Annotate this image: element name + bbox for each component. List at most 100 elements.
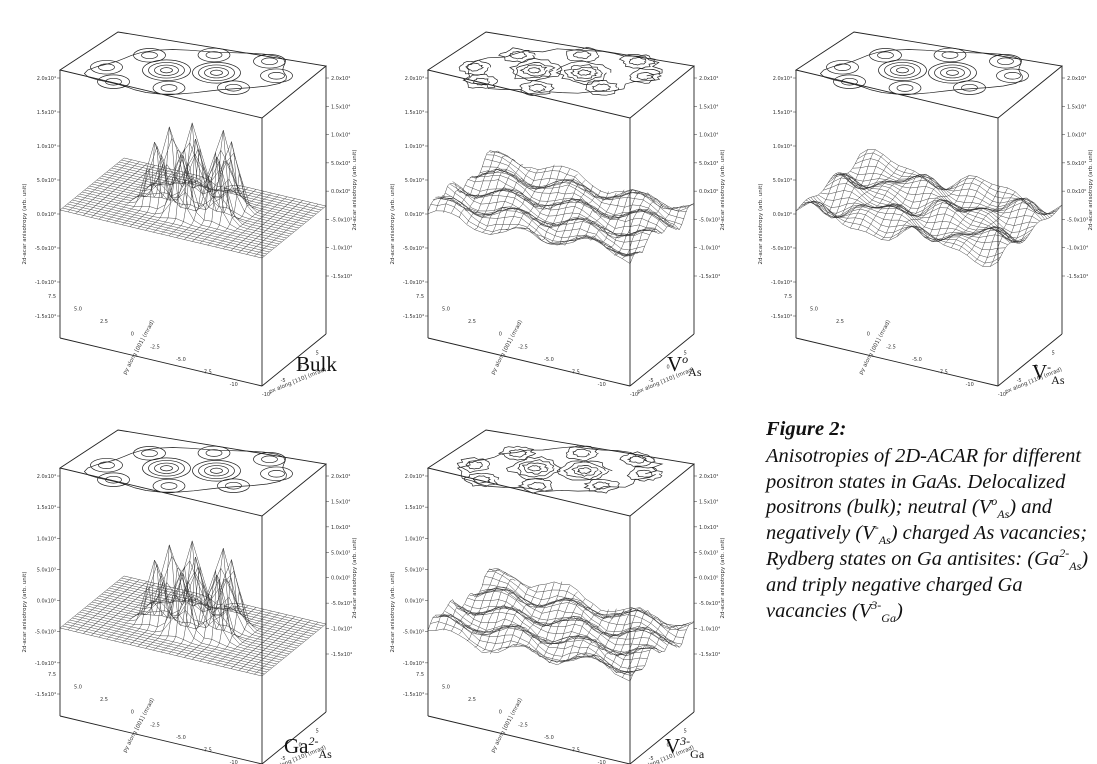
z-tick-left: -1.5x10⁴: [771, 314, 792, 320]
z-tick-right: -1.5x10⁴: [1067, 274, 1088, 280]
contour-map: [819, 47, 1029, 96]
surface-plot: 2.0x10⁴ 1.5x10⁴ 1.0x10⁴ 5.0x10³ 0.0x10⁰ -5.0x…: [758, 31, 1094, 398]
z-tick-left: 1.0x10⁴: [37, 144, 56, 150]
z-tick-left: -5.0x10³: [403, 630, 424, 636]
y-tick: -5.0: [544, 357, 554, 363]
z-tick-right: 1.5x10⁴: [699, 499, 718, 505]
z-tick-right: 0.0x10⁰: [699, 576, 718, 582]
box-frame: [426, 31, 696, 387]
z-tick-left: 1.0x10⁴: [405, 144, 424, 150]
y-tick: 0: [499, 332, 502, 338]
z-tick-right: 5.0x10³: [699, 550, 718, 556]
y-tick: 5.0: [442, 685, 450, 691]
z-tick-left: 2.0x10⁴: [405, 76, 424, 82]
z-tick-right: -1.5x10⁴: [699, 652, 720, 658]
plot-panel-ga2-as: 2.0x10⁴ 1.5x10⁴ 1.0x10⁴ 5.0x10³ 0.0x10⁰ -5.0x…: [0, 398, 370, 764]
z-tick-left: 5.0x10³: [773, 178, 792, 184]
z-tick-left: 5.0x10³: [37, 567, 56, 573]
z-tick-right: 1.5x10⁴: [331, 104, 350, 110]
z-tick-right: 1.0x10⁴: [699, 133, 718, 139]
x-tick: 0: [299, 742, 302, 748]
panel-label-bulk: Bulk: [296, 352, 337, 376]
z-tick-right: -5.0x10³: [1067, 217, 1088, 223]
y-tick: 7.5: [416, 672, 424, 678]
x-tick: 5: [684, 728, 687, 734]
x-tick: -5: [649, 378, 654, 384]
panel-label-v0-as: VoAs: [667, 352, 702, 380]
z-tick-left: 1.5x10⁴: [37, 110, 56, 116]
z-tick-right: 1.0x10⁴: [1067, 133, 1086, 139]
plot-panel-vminus-as: 2.0x10⁴ 1.5x10⁴ 1.0x10⁴ 5.0x10³ 0.0x10⁰ -5.0x…: [736, 0, 1097, 400]
z-tick-left: 1.0x10⁴: [773, 144, 792, 150]
contour-map: [458, 46, 663, 96]
y-tick: -5.0: [176, 357, 186, 363]
y-tick: -10: [598, 382, 606, 388]
y-tick: 7.5: [48, 294, 56, 300]
z-tick-left: 0.0x10⁰: [405, 599, 424, 605]
z-tick-left: 2.0x10⁴: [37, 474, 56, 480]
z-tick-left: -1.5x10⁴: [403, 314, 424, 320]
y-tick: -2.5: [886, 344, 896, 350]
z-tick-right: 0.0x10⁰: [331, 189, 350, 195]
axis-ticks: 2.0x10⁴ 1.5x10⁴ 1.0x10⁴ 5.0x10³ 0.0x10⁰ -5.0x…: [390, 474, 726, 764]
y-tick: 0: [499, 710, 502, 716]
y-tick: 0: [131, 332, 134, 338]
surface-plot: 2.0x10⁴ 1.5x10⁴ 1.0x10⁴ 5.0x10³ 0.0x10⁰ -5.0x…: [22, 31, 358, 398]
z-tick-right: -1.0x10⁴: [1067, 246, 1088, 252]
y-tick: 2.5: [100, 697, 108, 703]
z-axis-label: 2d-acar anisotropy (arb. unit): [390, 183, 396, 264]
y-tick: 0: [867, 332, 870, 338]
z-tick-right: -1.5x10⁴: [331, 274, 352, 280]
z-tick-left: -5.0x10³: [771, 246, 792, 252]
surface-mesh: [795, 149, 1063, 267]
y-tick: 2.5: [468, 697, 476, 703]
z-tick-right: 1.5x10⁴: [1067, 104, 1086, 110]
z-tick-left: -1.0x10⁴: [771, 280, 792, 286]
z-tick-right: -1.0x10⁴: [699, 246, 720, 252]
z-tick-right: 2.0x10⁴: [331, 76, 350, 82]
z-tick-right: -5.0x10³: [331, 601, 352, 607]
z-tick-left: 0.0x10⁰: [773, 212, 792, 218]
y-tick: 2.5: [468, 319, 476, 325]
y-tick: -10: [966, 382, 974, 388]
y-tick: 7.5: [784, 294, 792, 300]
z-axis-label: 2d-acar anisotropy (arb. unit): [22, 571, 28, 652]
surface-plot: 2.0x10⁴ 1.5x10⁴ 1.0x10⁴ 5.0x10³ 0.0x10⁰ -5.0x…: [390, 429, 726, 764]
caption-text: Anisotropies of 2D-ACAR for different po…: [766, 444, 1089, 625]
x-tick: -5: [281, 378, 286, 384]
z-tick-right: 1.0x10⁴: [331, 133, 350, 139]
z-tick-right: 5.0x10³: [1067, 161, 1086, 167]
axis-ticks: 2.0x10⁴ 1.5x10⁴ 1.0x10⁴ 5.0x10³ 0.0x10⁰ -5.0x…: [22, 76, 358, 398]
z-axis-label-right: 2d-acar anisotropy (arb. unit): [1088, 149, 1094, 230]
z-tick-right: 2.0x10⁴: [699, 76, 718, 82]
y-tick: -5.0: [912, 357, 922, 363]
y-tick: -5.0: [544, 735, 554, 741]
z-tick-right: -1.0x10⁴: [699, 627, 720, 633]
surface-mesh: [427, 568, 695, 682]
z-tick-right: 1.5x10⁴: [331, 499, 350, 505]
z-tick-right: -5.0x10³: [699, 601, 720, 607]
z-tick-right: 1.5x10⁴: [699, 104, 718, 110]
z-tick-left: 1.5x10⁴: [773, 110, 792, 116]
y-tick: -7.5: [570, 747, 580, 753]
z-tick-left: 1.5x10⁴: [405, 110, 424, 116]
box-frame: [426, 429, 696, 764]
z-tick-left: 5.0x10³: [405, 567, 424, 573]
z-tick-left: -1.5x10⁴: [403, 692, 424, 698]
z-tick-left: -5.0x10³: [403, 246, 424, 252]
x-tick: 5: [1052, 350, 1055, 356]
z-axis-label: 2d-acar anisotropy (arb. unit): [390, 571, 396, 652]
plot-panel-bulk: 2.0x10⁴ 1.5x10⁴ 1.0x10⁴ 5.0x10³ 0.0x10⁰ -5.0x…: [0, 0, 370, 400]
y-tick: -2.5: [150, 722, 160, 728]
z-tick-left: 2.0x10⁴: [37, 76, 56, 82]
y-tick: 5.0: [442, 307, 450, 313]
x-tick: -5: [1017, 378, 1022, 384]
y-tick: 7.5: [416, 294, 424, 300]
y-tick: 7.5: [48, 672, 56, 678]
surface-mesh: [59, 122, 327, 259]
contour-map: [456, 445, 664, 494]
z-tick-left: 5.0x10³: [405, 178, 424, 184]
y-tick: -10: [230, 760, 238, 764]
x-tick: -5: [649, 756, 654, 762]
y-tick: -7.5: [938, 369, 948, 375]
